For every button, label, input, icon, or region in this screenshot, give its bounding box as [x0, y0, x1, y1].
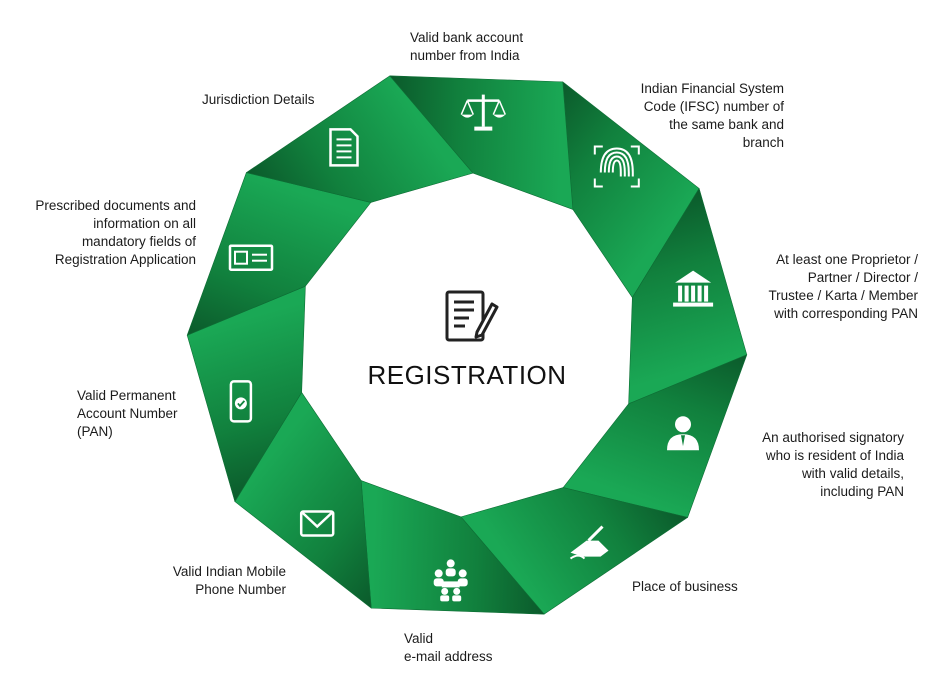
- label-signatory: An authorised signatory who is resident …: [762, 430, 904, 499]
- label-mobile: Valid Indian Mobile Phone Number: [172, 564, 286, 597]
- label-ifsc: Indian Financial System Code (IFSC) numb…: [640, 81, 784, 150]
- label-proprietor: At least one Proprietor / Partner / Dire…: [768, 252, 918, 321]
- label-bank-account: Valid bank account number from India: [410, 30, 524, 63]
- label-email: Valid e-mail address: [404, 631, 493, 664]
- bank-icon: [673, 270, 714, 307]
- registration-title: REGISTRATION: [367, 360, 567, 390]
- envelope-icon: [299, 510, 335, 537]
- label-place-of-business: Place of business: [632, 579, 738, 594]
- label-documents: Prescribed documents and information on …: [35, 198, 196, 267]
- people-group-icon: [433, 559, 468, 602]
- label-jurisdiction: Jurisdiction Details: [202, 92, 315, 107]
- fingerprint-icon: [593, 145, 640, 188]
- person-icon: [667, 416, 699, 451]
- ring-segment-jurisdiction: [389, 75, 574, 210]
- document-icon: [329, 128, 359, 167]
- label-pan: Valid Permanent Account Number (PAN): [77, 388, 178, 439]
- decagon-ring: [186, 75, 748, 615]
- signing-hand-icon: [569, 525, 609, 560]
- registration-form-icon: [445, 290, 499, 342]
- id-card-icon: [228, 244, 274, 271]
- ring-icons: [228, 94, 714, 602]
- mobile-check-icon: [229, 380, 253, 423]
- scales-icon: [460, 94, 506, 131]
